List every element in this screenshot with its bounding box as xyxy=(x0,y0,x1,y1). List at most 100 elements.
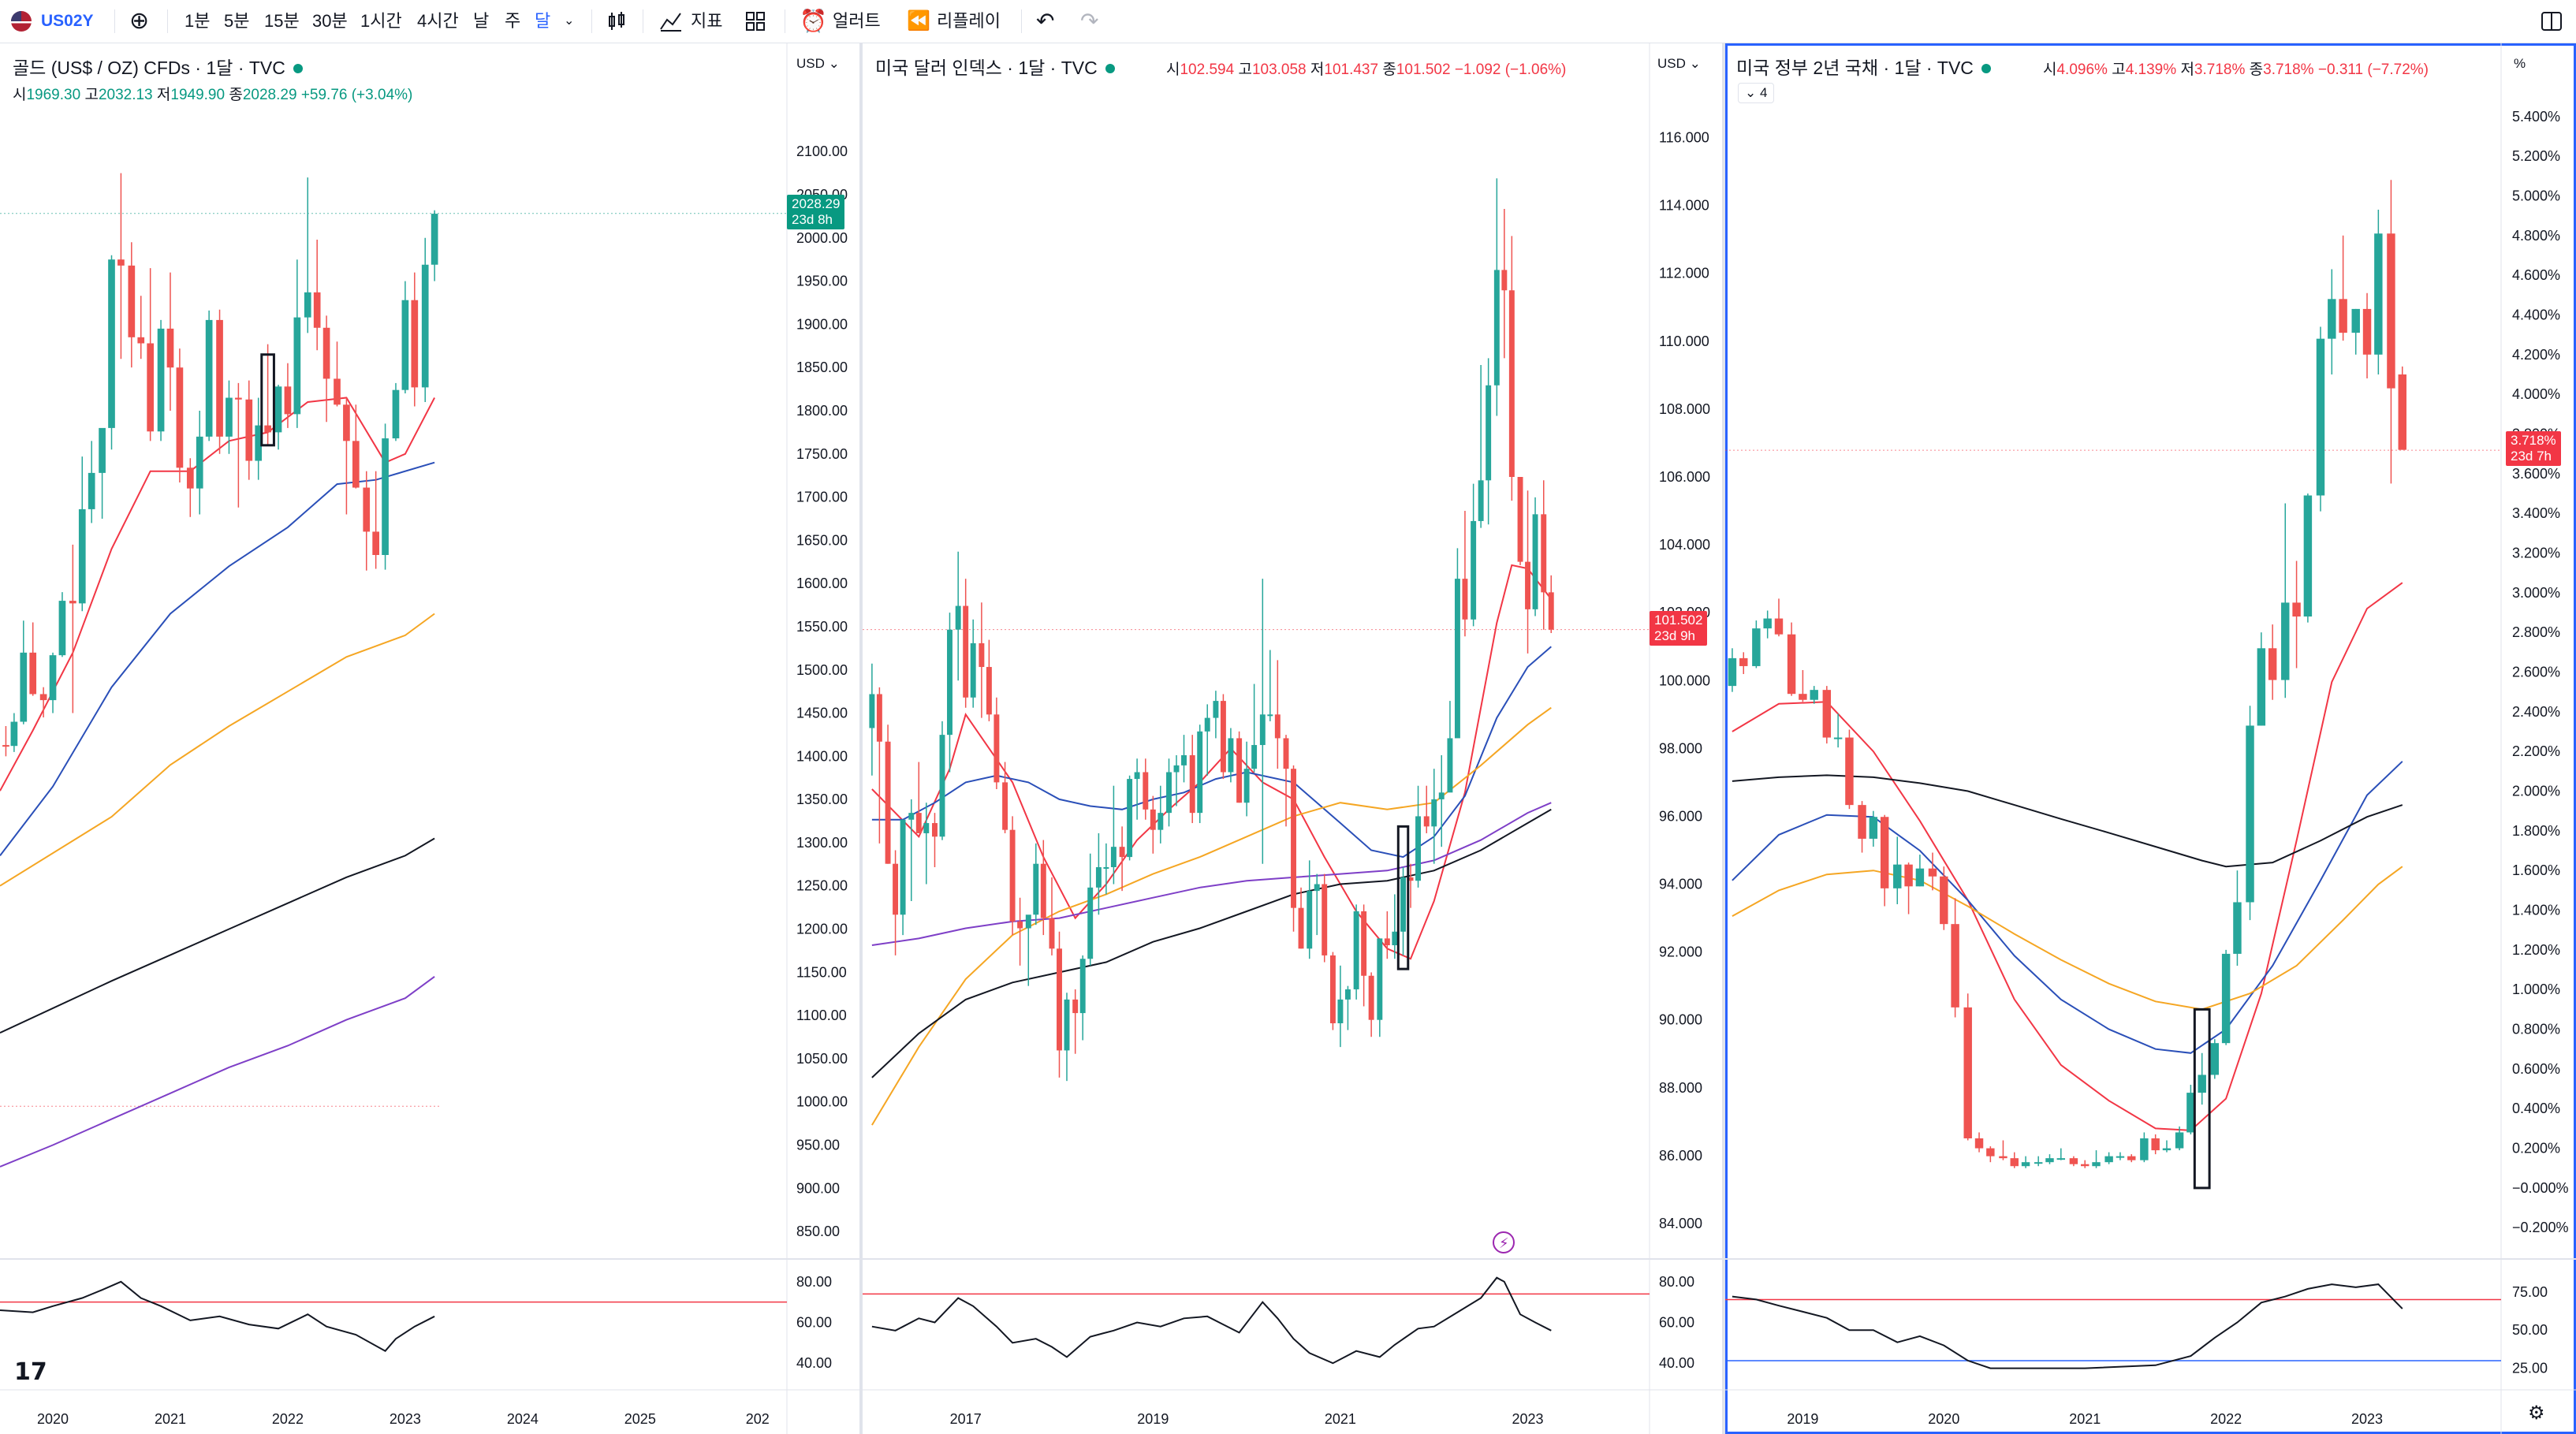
rsi-tick-label: 75.00 xyxy=(2512,1284,2548,1300)
replay-button[interactable]: 리플레이 xyxy=(937,11,1001,31)
settings-gear-icon[interactable]: ⚙ xyxy=(2528,1402,2545,1424)
y-tick-label: 900.00 xyxy=(796,1180,840,1196)
y-tick-label: 110.000 xyxy=(1659,333,1709,349)
candle-body-down xyxy=(2081,1164,2090,1167)
interval-week-button[interactable]: 주 xyxy=(505,11,521,31)
candle-body-up xyxy=(923,823,930,833)
tradingview-logo-icon[interactable]: 𝟭𝟳 xyxy=(14,1359,47,1385)
candle-body-up xyxy=(900,819,906,915)
panel-divider[interactable] xyxy=(1722,43,1725,1434)
candle-body-up xyxy=(1400,877,1406,932)
candle-body-down xyxy=(147,343,155,432)
us02y-chart-panel[interactable]: 5.400% 5.200% 5.000% 4.800% 4.600% 4.400% 4.20… xyxy=(1725,43,2576,1434)
x-tick-label: 2023 xyxy=(1512,1411,1544,1427)
top-toolbar: US02Y ⊕ 1분 5분 15분 30분 1시간 4시간 날 주 달 ⌄ 지표… xyxy=(0,0,2576,43)
replay-icon[interactable]: ⏪ xyxy=(907,10,930,32)
candle-body-up xyxy=(2246,725,2254,903)
y-tick-label: 1.200% xyxy=(2512,942,2560,958)
candle-body-up xyxy=(2175,1132,2184,1149)
indicators-icon[interactable] xyxy=(659,10,683,32)
y-tick-label: 106.000 xyxy=(1659,469,1710,485)
dxy-last-price-badge: 101.502 23d 9h xyxy=(1650,610,1708,646)
candle-style-icon[interactable] xyxy=(606,10,628,32)
interval-1h-button[interactable]: 1시간 xyxy=(360,11,402,31)
interval-30m-button[interactable]: 30분 xyxy=(312,11,348,31)
interval-day-button[interactable]: 날 xyxy=(473,11,490,31)
indicators-button[interactable]: 지표 xyxy=(691,11,723,31)
y-tick-label: 0.400% xyxy=(2512,1101,2560,1116)
candle-body-up xyxy=(2056,1158,2066,1160)
us02y-unit-label[interactable]: % xyxy=(2514,56,2526,71)
dxy-chart-panel[interactable]: 116.000 114.000 112.000 110.000 108.000 106.0… xyxy=(863,43,1722,1434)
ma-orange-line xyxy=(0,613,435,887)
candle-body-up xyxy=(1392,931,1398,945)
candle-body-down xyxy=(2069,1158,2078,1164)
x-tick-label: 2017 xyxy=(950,1411,982,1427)
panel-divider[interactable] xyxy=(859,43,863,1434)
y-tick-label: 4.800% xyxy=(2512,228,2560,244)
candle-body-down xyxy=(1322,884,1328,955)
y-tick-label: 1100.00 xyxy=(796,1008,847,1023)
candle-body-up xyxy=(1478,480,1484,521)
y-tick-label: 1750.00 xyxy=(796,446,848,462)
ma-blue-line xyxy=(1732,761,2403,1054)
candle-body-down xyxy=(1999,1156,2007,1159)
candle-body-up xyxy=(1493,270,1500,386)
layout-grid-icon[interactable] xyxy=(745,11,766,32)
symbol-search-button[interactable]: US02Y xyxy=(41,12,94,30)
candle-body-down xyxy=(963,605,969,698)
dxy-currency-label[interactable]: USD ⌄ xyxy=(1657,56,1701,71)
x-tick-label: 2021 xyxy=(2069,1411,2101,1427)
x-tick-label: 2022 xyxy=(272,1411,304,1427)
candle-body-down xyxy=(2127,1156,2136,1160)
candle-body-up xyxy=(1763,618,1772,629)
candle-body-up xyxy=(1314,884,1320,892)
y-tick-label: 1450.00 xyxy=(796,706,848,721)
dxy-chart-canvas[interactable]: 116.000 114.000 112.000 110.000 108.000 106.0… xyxy=(863,43,1722,1434)
candle-body-up xyxy=(2281,602,2290,680)
y-tick-label: 4.600% xyxy=(2512,267,2560,283)
candle-body-down xyxy=(915,813,922,833)
ma-blue-line xyxy=(0,461,435,857)
candle-body-down xyxy=(1845,737,1854,806)
y-tick-label: 0.600% xyxy=(2512,1061,2560,1077)
alert-button[interactable]: 얼러트 xyxy=(833,11,881,31)
y-tick-label: 100.000 xyxy=(1659,672,1710,688)
toolbar-divider xyxy=(1021,9,1022,33)
panel-layout-icon[interactable] xyxy=(2541,10,2563,32)
candle-body-down xyxy=(1002,782,1008,830)
highlight-box xyxy=(2193,1008,2211,1190)
interval-15m-button[interactable]: 15분 xyxy=(264,11,300,31)
gold-chart-canvas[interactable]: 2100.002050.002000.001950.001900.001850.… xyxy=(0,43,859,1434)
rsi-tick-label: 80.00 xyxy=(1659,1274,1694,1290)
candle-body-up xyxy=(108,259,115,428)
y-tick-label: 1650.00 xyxy=(796,532,848,548)
rsi-line xyxy=(1732,1283,2403,1369)
candle-body-up xyxy=(78,508,86,604)
candle-body-up xyxy=(1344,989,1351,1000)
alert-clock-icon[interactable]: ⏰ xyxy=(800,9,827,33)
interval-5m-button[interactable]: 5분 xyxy=(224,11,250,31)
candle-body-up xyxy=(1064,999,1070,1051)
interval-dropdown-chevron-icon[interactable]: ⌄ xyxy=(564,14,575,28)
us02y-chart-canvas[interactable]: 5.400% 5.200% 5.000% 4.800% 4.600% 4.400% 4.20… xyxy=(1725,43,2576,1434)
candle-body-up xyxy=(970,643,976,698)
candle-body-up xyxy=(1197,731,1203,814)
y-tick-label: 98.000 xyxy=(1659,740,1702,756)
indicator-legend-toggle[interactable]: ⌄ 4 xyxy=(1738,83,1775,103)
candle-body-up xyxy=(255,425,263,461)
interval-4h-button[interactable]: 4시간 xyxy=(417,11,459,31)
candle-body-down xyxy=(1822,690,1832,738)
compare-plus-icon[interactable]: ⊕ xyxy=(129,8,150,34)
candle-body-up xyxy=(1353,911,1359,989)
candle-body-up xyxy=(421,264,429,388)
gold-currency-label[interactable]: USD ⌄ xyxy=(796,56,840,71)
interval-1m-button[interactable]: 1분 xyxy=(185,11,211,31)
interval-month-button[interactable]: 달 xyxy=(535,11,551,31)
us02y-chart-title: 미국 정부 2년 국채 · 1달 · TVC xyxy=(1736,53,1999,80)
undo-icon[interactable]: ↶ xyxy=(1036,9,1055,33)
candle-body-up xyxy=(2104,1156,2113,1163)
redo-icon[interactable]: ↷ xyxy=(1080,9,1099,33)
gold-chart-panel[interactable]: 2100.002050.002000.001950.001900.001850.… xyxy=(0,43,859,1434)
x-tick-label: 2022 xyxy=(2210,1411,2242,1427)
